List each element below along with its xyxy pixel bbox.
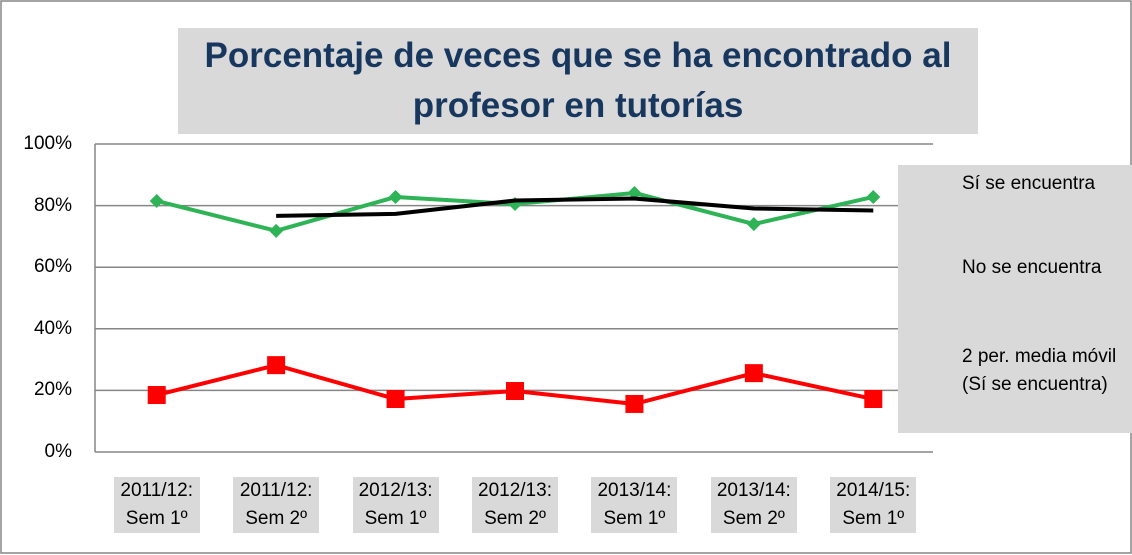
series-line	[276, 196, 874, 218]
x-tick-label: 2011/12: Sem 1º	[113, 477, 200, 533]
legend-label: Sí se encuentra	[962, 173, 1096, 194]
y-tick-label: 0%	[44, 441, 72, 462]
legend	[898, 165, 1132, 433]
marker	[388, 189, 403, 204]
marker	[625, 394, 644, 413]
marker	[269, 223, 284, 238]
marker	[506, 382, 524, 401]
x-tick-label: 2011/12: Sem 2º	[233, 477, 320, 533]
marker	[147, 386, 166, 405]
x-tick-label: 2013/14: Sem 2º	[710, 477, 797, 533]
marker	[864, 390, 883, 409]
y-tick-label: 100%	[23, 133, 72, 154]
chart-title: Porcentaje de veces que se ha encontrado…	[178, 28, 978, 134]
y-tick-label: 40%	[33, 317, 72, 339]
x-tick-label: 2014/15: Sem 1º	[830, 477, 917, 533]
marker	[149, 193, 164, 208]
marker	[627, 185, 642, 200]
y-tick-label: 60%	[33, 256, 72, 278]
y-tick-label: 20%	[33, 379, 72, 401]
marker	[267, 356, 286, 375]
legend-label: 2 per. media móvil (Sí se encuentra)	[962, 346, 1117, 395]
marker	[866, 189, 881, 204]
marker	[746, 217, 761, 232]
x-tick-label: 2012/13: Sem 2º	[472, 477, 558, 533]
y-tick-label: 80%	[33, 194, 72, 216]
marker	[744, 364, 763, 383]
legend-label: No se encuentra	[962, 257, 1102, 278]
x-tick-label: 2013/14: Sem 1º	[591, 477, 678, 533]
x-tick-label: 2012/13: Sem 1º	[352, 477, 439, 533]
marker	[386, 390, 405, 409]
